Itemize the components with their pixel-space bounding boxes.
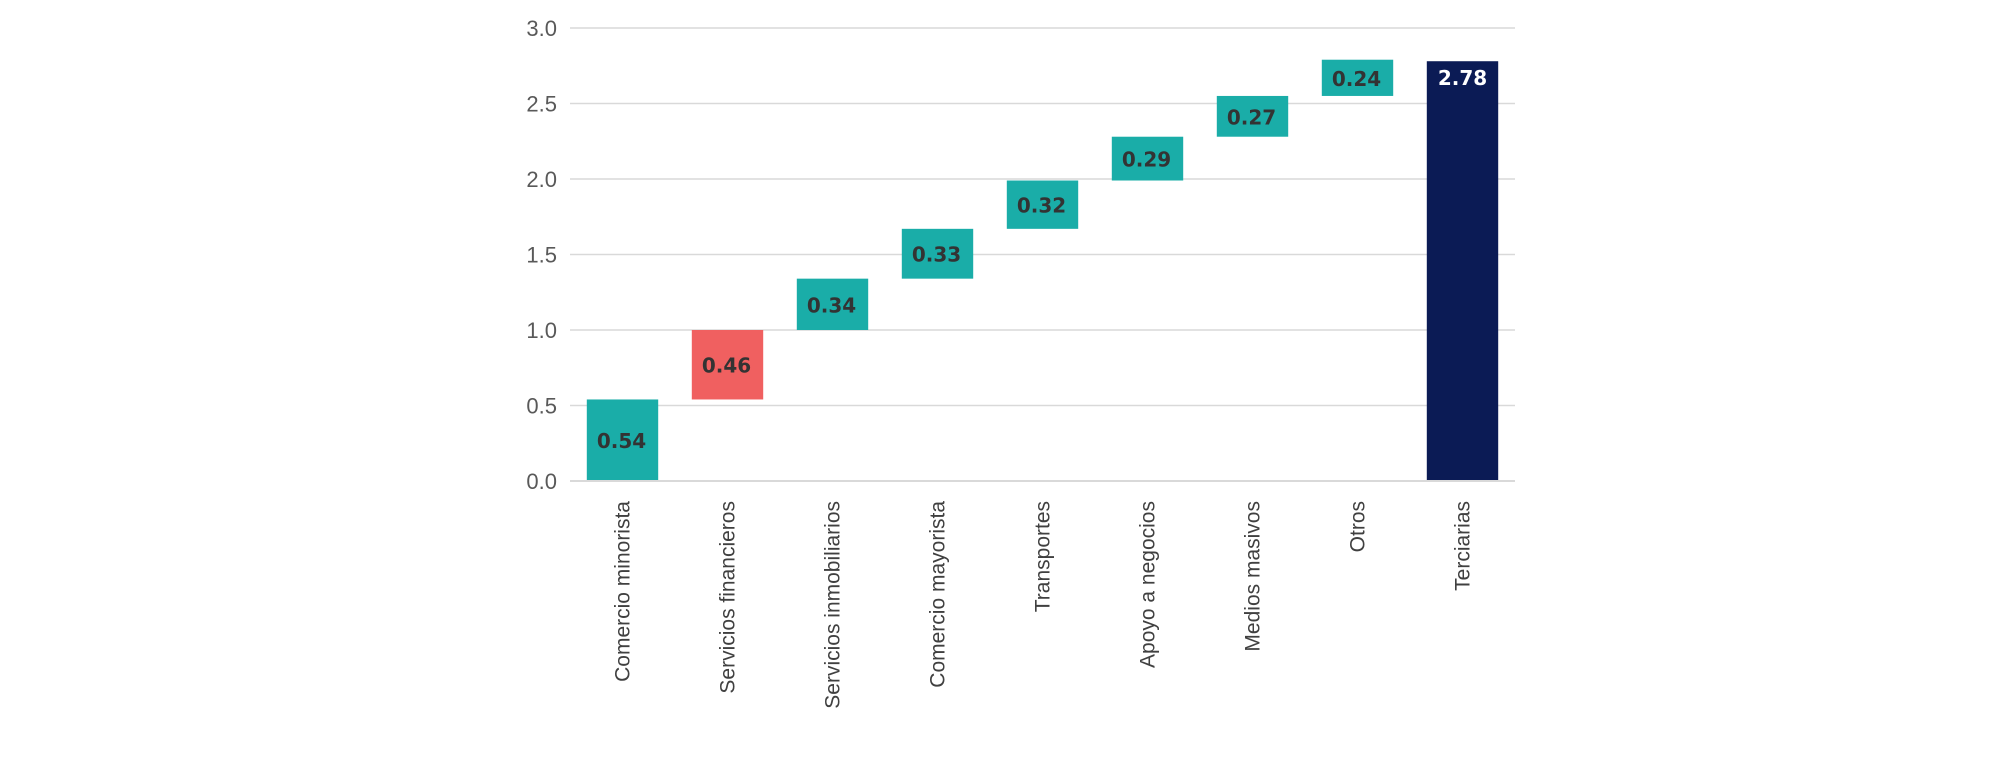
x-category-label: Medios masivos [1242,501,1265,652]
data-label: 0.46 [702,354,751,378]
x-category-label: Otros [1347,501,1370,552]
y-tick-label: 1.5 [526,243,557,268]
data-label: 0.29 [1122,148,1171,172]
y-tick-label: 3.0 [526,16,557,41]
x-category-label: Apoyo a negocios [1137,501,1160,668]
y-axis-tick-labels: 0.0 0.5 1.0 1.5 2.0 2.5 3.0 [526,16,557,494]
bar [796,278,869,330]
bar [1321,59,1394,96]
x-axis-category-labels: Comercio minorista Servicios financieros S… [612,501,1475,709]
x-category-label: Transportes [1032,501,1055,612]
x-category-label: Servicios inmobiliarios [822,501,845,709]
data-label: 0.24 [1332,67,1381,91]
data-labels: 0.54 0.46 0.34 0.33 0.32 0.29 0.27 0.24 2.78 [597,66,1487,453]
data-label: 0.32 [1017,194,1066,218]
bar [1216,95,1289,137]
x-category-label: Comercio minorista [612,501,635,682]
y-tick-label: 0.0 [526,469,557,494]
y-tick-label: 1.0 [526,318,557,343]
bar [1111,136,1184,181]
x-category-label: Comercio mayorista [927,501,950,688]
bar [901,228,974,279]
data-label: 0.27 [1227,105,1276,129]
bars [586,59,1499,481]
x-category-label: Servicios financieros [717,501,740,694]
y-tick-label: 2.0 [526,167,557,192]
bar [586,399,659,481]
bar [1006,180,1079,229]
y-tick-label: 2.5 [526,92,557,117]
data-label: 2.78 [1438,66,1487,90]
data-label: 0.54 [597,429,646,453]
data-label: 0.34 [807,293,856,317]
bar [691,330,764,400]
x-category-label: Terciarias [1452,501,1475,591]
total-bar [1426,61,1499,481]
data-label: 0.33 [912,243,961,267]
y-tick-label: 0.5 [526,394,557,419]
